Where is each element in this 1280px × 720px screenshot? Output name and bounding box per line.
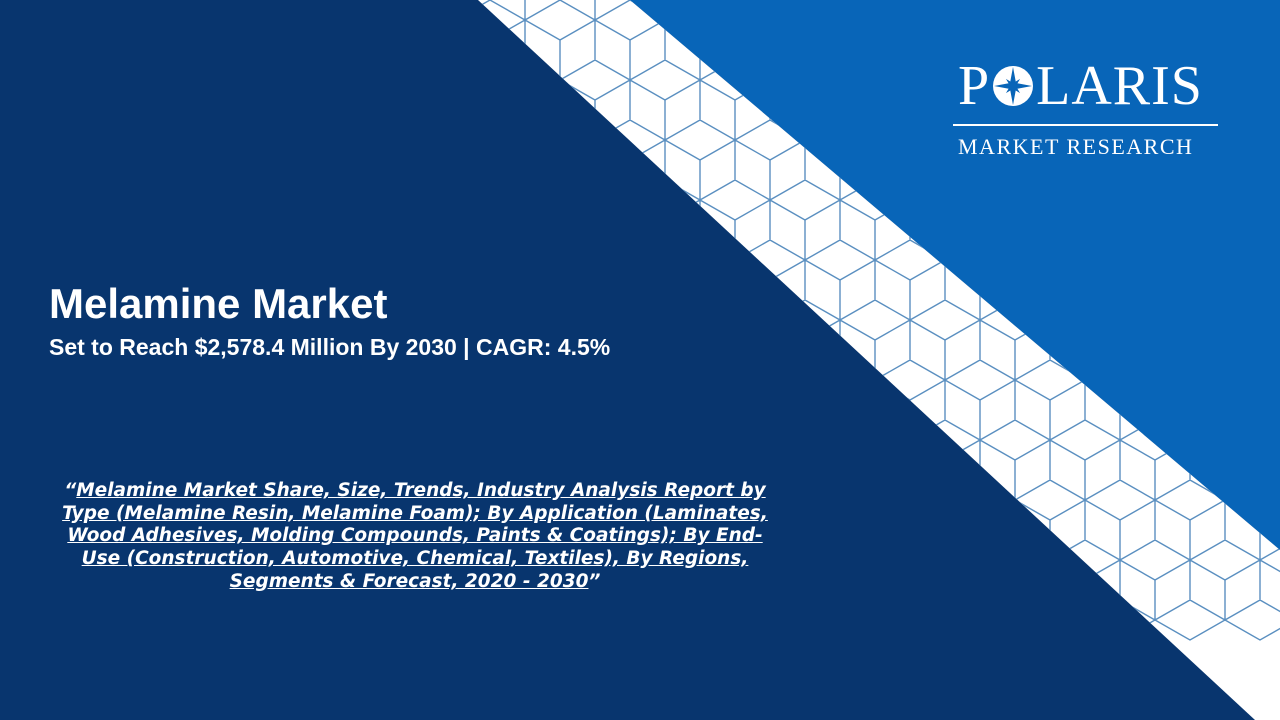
open-quote: “ (64, 480, 77, 501)
compass-star-icon (993, 66, 1034, 106)
logo-divider (953, 124, 1218, 126)
polaris-logo: P LARIS (958, 58, 1203, 114)
report-link[interactable]: Melamine Market Share, Size, Trends, Ind… (62, 480, 768, 592)
logo-tagline: MARKET RESEARCH (958, 134, 1194, 159)
close-quote: ” (588, 570, 601, 592)
report-title: “Melamine Market Share, Size, Trends, In… (55, 480, 775, 594)
logo-letter-p: P (958, 55, 991, 117)
page-subtitle: Set to Reach $2,578.4 Million By 2030 | … (49, 334, 611, 360)
logo-letters-laris: LARIS (1036, 55, 1203, 117)
lattice-band (478, 0, 1280, 720)
page-title: Melamine Market (49, 280, 388, 327)
